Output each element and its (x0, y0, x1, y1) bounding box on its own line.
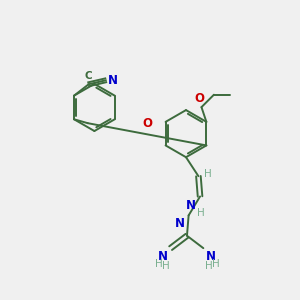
Text: C: C (85, 71, 92, 81)
Text: O: O (142, 117, 152, 130)
Text: N: N (206, 250, 216, 263)
Text: H: H (162, 261, 169, 271)
Text: O: O (195, 92, 205, 104)
Text: H: H (155, 259, 163, 269)
Text: H: H (205, 261, 213, 271)
Text: N: N (158, 250, 168, 263)
Text: N: N (108, 74, 118, 87)
Text: H: H (212, 259, 220, 269)
Text: N: N (186, 199, 196, 212)
Text: H: H (204, 169, 212, 178)
Text: N: N (175, 217, 185, 230)
Text: H: H (197, 208, 205, 218)
